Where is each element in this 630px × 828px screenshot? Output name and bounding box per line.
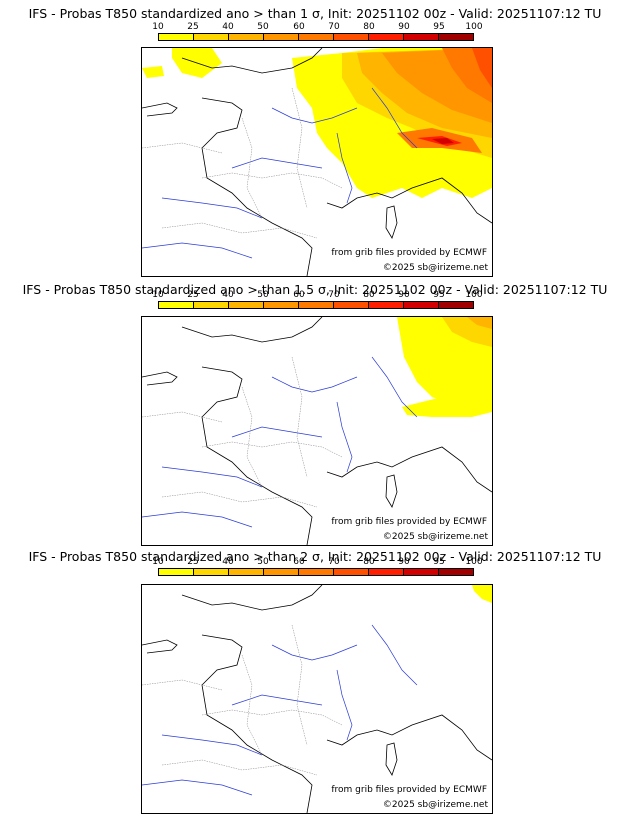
colorbar-segment <box>159 34 194 40</box>
map-panel-1: IFS - Probas T850 standardized ano > tha… <box>0 0 630 277</box>
copyright-credit: ©2025 sb@irizeme.net <box>382 263 488 273</box>
colorbar-segment <box>264 569 299 575</box>
colorbar-tick: 90 <box>398 557 410 567</box>
colorbar-segment <box>194 569 229 575</box>
panel-title: IFS - Probas T850 standardized ano > tha… <box>28 6 602 21</box>
colorbar-segment <box>334 34 369 40</box>
coastlines <box>142 317 492 545</box>
rivers <box>142 356 418 528</box>
colorbar-segment <box>194 302 229 308</box>
colorbar-segment <box>404 302 439 308</box>
region-borders <box>142 624 343 776</box>
colorbar-tick: 10 <box>152 22 164 32</box>
colorbar-segment <box>439 569 473 575</box>
colorbar-segment <box>229 34 264 40</box>
colorbar-tick: 60 <box>293 22 305 32</box>
colorbar-tick: 10 <box>152 557 164 567</box>
colorbar-tick: 100 <box>465 290 483 300</box>
colorbar-segment <box>229 302 264 308</box>
colorbar-segment <box>159 569 194 575</box>
colorbar-segments <box>158 33 474 41</box>
colorbar-segment <box>299 569 334 575</box>
colorbar-tick: 40 <box>222 290 234 300</box>
colorbar-segment <box>439 34 473 40</box>
rivers <box>142 87 418 259</box>
colorbar-segment <box>299 302 334 308</box>
colorbar-tick: 80 <box>363 557 375 567</box>
probability-map: from grib files provided by ECMWF ©2025 … <box>141 316 493 546</box>
colorbar-segment <box>334 569 369 575</box>
colorbar-segment <box>369 569 404 575</box>
colorbar-tick: 50 <box>257 290 269 300</box>
colorbar-segments <box>158 568 474 576</box>
probability-colorbar: 10 25 40 50 60 70 80 90 95 100 <box>152 22 483 44</box>
colorbar-tick: 60 <box>293 290 305 300</box>
colorbar-tick: 70 <box>328 22 340 32</box>
probability-map: from grib files provided by ECMWF ©2025 … <box>141 584 493 814</box>
probability-colorbar: 10 25 40 50 60 70 80 90 95 100 <box>152 557 483 579</box>
colorbar-segment <box>369 34 404 40</box>
probability-map: from grib files provided by ECMWF ©2025 … <box>141 47 493 277</box>
colorbar-segment <box>404 569 439 575</box>
map-svg <box>142 585 492 813</box>
colorbar-tick: 70 <box>328 557 340 567</box>
colorbar-tick: 95 <box>433 557 445 567</box>
colorbar-tick: 95 <box>433 22 445 32</box>
colorbar-segment <box>264 302 299 308</box>
rivers <box>142 624 418 796</box>
probability-shading <box>142 48 492 198</box>
colorbar-tick: 80 <box>363 22 375 32</box>
source-credit: from grib files provided by ECMWF <box>331 785 487 795</box>
colorbar-segment <box>369 302 404 308</box>
colorbar-tick: 80 <box>363 290 375 300</box>
map-svg <box>142 317 492 545</box>
colorbar-tick: 100 <box>465 557 483 567</box>
colorbar-tick: 70 <box>328 290 340 300</box>
panel-title: IFS - Probas T850 standardized ano > tha… <box>22 282 608 297</box>
colorbar-segment <box>334 302 369 308</box>
source-credit: from grib files provided by ECMWF <box>331 248 487 258</box>
region-borders <box>142 356 343 508</box>
colorbar-segment <box>439 302 473 308</box>
probability-shading <box>397 317 492 417</box>
source-credit: from grib files provided by ECMWF <box>331 517 487 527</box>
colorbar-tick: 95 <box>433 290 445 300</box>
colorbar-tick: 25 <box>187 557 199 567</box>
colorbar-tick: 100 <box>465 22 483 32</box>
colorbar-segment <box>299 34 334 40</box>
colorbar-segment <box>194 34 229 40</box>
colorbar-segment <box>159 302 194 308</box>
copyright-credit: ©2025 sb@irizeme.net <box>382 800 488 810</box>
colorbar-tick: 40 <box>222 557 234 567</box>
colorbar-tick: 90 <box>398 22 410 32</box>
probability-shading <box>472 585 492 603</box>
colorbar-tick: 60 <box>293 557 305 567</box>
colorbar-tick: 25 <box>187 290 199 300</box>
colorbar-segments <box>158 301 474 309</box>
colorbar-tick: 50 <box>257 22 269 32</box>
coastlines <box>142 48 492 276</box>
coastlines <box>142 585 492 813</box>
colorbar-tick: 90 <box>398 290 410 300</box>
map-svg <box>142 48 492 276</box>
colorbar-segment <box>404 34 439 40</box>
colorbar-segment <box>229 569 264 575</box>
colorbar-tick: 10 <box>152 290 164 300</box>
panel-title: IFS - Probas T850 standardized ano > tha… <box>28 549 602 564</box>
colorbar-tick: 40 <box>222 22 234 32</box>
copyright-credit: ©2025 sb@irizeme.net <box>382 532 488 542</box>
colorbar-tick: 25 <box>187 22 199 32</box>
map-panel-2: IFS - Probas T850 standardized ano > tha… <box>0 0 630 546</box>
region-borders <box>142 87 343 239</box>
colorbar-segment <box>264 34 299 40</box>
probability-colorbar: 10 25 40 50 60 70 80 90 95 100 <box>152 290 483 312</box>
colorbar-tick: 50 <box>257 557 269 567</box>
